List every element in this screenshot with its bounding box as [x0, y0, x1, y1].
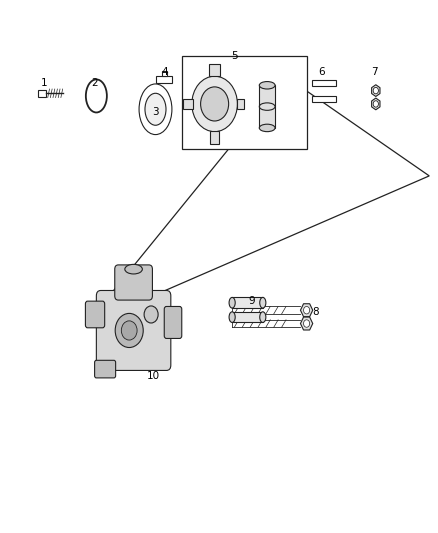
- Bar: [232, 312, 263, 322]
- FancyBboxPatch shape: [115, 265, 152, 300]
- Polygon shape: [371, 85, 380, 96]
- Ellipse shape: [260, 312, 266, 322]
- Polygon shape: [300, 304, 313, 317]
- Text: 3: 3: [152, 107, 159, 117]
- Text: 8: 8: [312, 307, 319, 317]
- Text: 9: 9: [248, 296, 255, 306]
- Circle shape: [115, 313, 143, 348]
- Bar: [312, 96, 336, 102]
- Circle shape: [373, 87, 378, 94]
- Ellipse shape: [260, 297, 266, 308]
- Ellipse shape: [86, 79, 107, 112]
- FancyBboxPatch shape: [96, 290, 171, 370]
- Text: 10: 10: [147, 371, 160, 381]
- Circle shape: [304, 306, 310, 314]
- Circle shape: [201, 87, 229, 121]
- Ellipse shape: [229, 297, 235, 308]
- Ellipse shape: [145, 93, 166, 125]
- Bar: [38, 90, 46, 97]
- FancyBboxPatch shape: [85, 301, 105, 328]
- Ellipse shape: [229, 312, 235, 322]
- Ellipse shape: [259, 82, 275, 89]
- Ellipse shape: [259, 124, 275, 132]
- Text: 4: 4: [161, 67, 168, 77]
- Circle shape: [373, 101, 378, 107]
- Bar: [209, 64, 220, 76]
- Bar: [183, 99, 193, 109]
- FancyBboxPatch shape: [95, 360, 116, 378]
- Bar: [312, 80, 336, 86]
- Text: 1: 1: [40, 78, 47, 87]
- Polygon shape: [300, 317, 313, 330]
- Bar: [259, 85, 275, 128]
- Circle shape: [144, 306, 158, 323]
- Polygon shape: [371, 98, 380, 110]
- Circle shape: [304, 320, 310, 327]
- Text: 2: 2: [91, 78, 98, 87]
- Bar: [162, 71, 167, 76]
- Bar: [156, 76, 172, 83]
- Ellipse shape: [139, 84, 172, 134]
- Circle shape: [121, 321, 137, 340]
- Bar: [237, 99, 244, 109]
- Bar: [210, 131, 219, 144]
- FancyBboxPatch shape: [164, 306, 182, 338]
- Text: 5: 5: [231, 51, 238, 61]
- Ellipse shape: [125, 264, 142, 274]
- Bar: [182, 56, 307, 149]
- Text: 6: 6: [318, 67, 325, 77]
- Polygon shape: [85, 77, 429, 325]
- Bar: [232, 297, 263, 308]
- Text: 7: 7: [371, 67, 378, 77]
- Circle shape: [192, 76, 237, 132]
